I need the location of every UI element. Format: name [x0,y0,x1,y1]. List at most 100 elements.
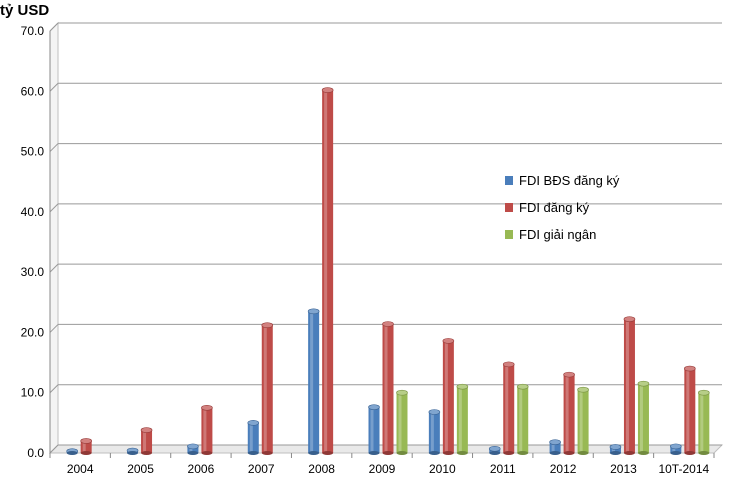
bar-top [428,409,441,415]
bar-highlight [203,407,207,453]
bar-body [322,90,334,453]
x-tick-label: 2010 [429,462,456,476]
bar-highlight [398,392,402,453]
bar-body [563,374,575,453]
bar-body [456,386,468,453]
bar-highlight [189,446,193,453]
bar-base [322,451,334,455]
bar-top [80,438,92,444]
bar-top [368,404,380,410]
bar [382,321,394,455]
bar-top [456,383,469,390]
y-axis-unit-label: tỷ USD [0,2,50,19]
bar-body [577,389,589,453]
bar-base [368,451,380,455]
bar-base [503,451,515,455]
bar-top [140,427,153,433]
bar-body [368,407,380,453]
bar-highlight [458,386,462,453]
bar [247,420,260,455]
y-tick-label: 0.0 [27,446,44,460]
bar-base [684,451,696,455]
bar-top [261,322,274,328]
bar [502,361,515,455]
bar-base [623,451,635,455]
bar-base [66,451,78,455]
legend-swatch [505,176,513,185]
bar [516,383,529,455]
bar-highlight [384,323,388,453]
bar [563,371,575,455]
bar-body [187,446,199,453]
bar [488,445,501,455]
bar-body [609,446,621,453]
bar-body [247,422,259,453]
bar-top [549,439,561,445]
gridline-side [49,324,59,333]
bar-top [201,404,213,411]
bar-body [396,392,408,453]
bar-highlight [565,374,569,453]
gridline-side [49,82,59,92]
x-tick-label: 2012 [550,462,577,476]
x-tick-label: 2013 [610,462,637,476]
bar-base [247,451,259,455]
bar-base [308,451,320,455]
y-tick-label: 20.0 [21,325,45,339]
bar [307,308,320,455]
bar [698,389,710,455]
legend-swatch [505,203,513,212]
bar [428,409,441,455]
bar-highlight [505,364,509,453]
bar-highlight [82,440,86,453]
x-tick-label: 2006 [188,462,215,476]
bar-top [670,443,682,450]
bar-highlight [686,368,690,453]
bar [670,443,682,455]
x-tick-label: 2004 [67,462,94,476]
legend-swatch [505,230,513,239]
y-tick-label: 70.0 [21,24,45,38]
bar-highlight [551,442,555,453]
bar-highlight [579,389,583,453]
gridline-side [49,263,59,273]
bar-highlight [249,422,253,453]
bar-base [396,451,408,455]
y-tick-label: 60.0 [21,84,45,98]
bar-top [623,316,636,322]
bar-highlight [444,340,448,453]
bar-body [201,407,213,453]
gridline-side [49,22,59,32]
bar-top [442,338,455,344]
bar [321,87,334,455]
x-tick-label: 2007 [248,462,275,476]
bar-highlight [324,90,328,453]
bar-top [321,87,334,93]
bar-body [442,340,454,453]
bar-base [428,451,440,455]
legend-label: FDI giải ngân [519,227,596,242]
bar [396,389,408,455]
bar-highlight [625,319,629,453]
bar-base [609,451,621,455]
bar [126,447,139,455]
bar [577,386,589,455]
bar-top [609,444,622,450]
bar-highlight [519,386,523,453]
x-tick-label: 2008 [308,462,335,476]
bar-body [698,392,710,453]
bar-top [396,389,408,396]
bar-body [670,446,682,453]
bar-base [187,451,199,455]
bar [140,427,153,455]
bar [201,404,213,455]
gridline-side [49,384,59,394]
bar-body [261,325,273,453]
bar-highlight [370,407,374,453]
legend-label: FDI BĐS đăng ký [519,173,620,188]
bar-base [382,451,394,455]
bar-body [308,311,320,453]
legend: FDI BĐS đăng ký FDI đăng ký FDI giải ngân [505,173,620,242]
bar-body [141,430,153,453]
